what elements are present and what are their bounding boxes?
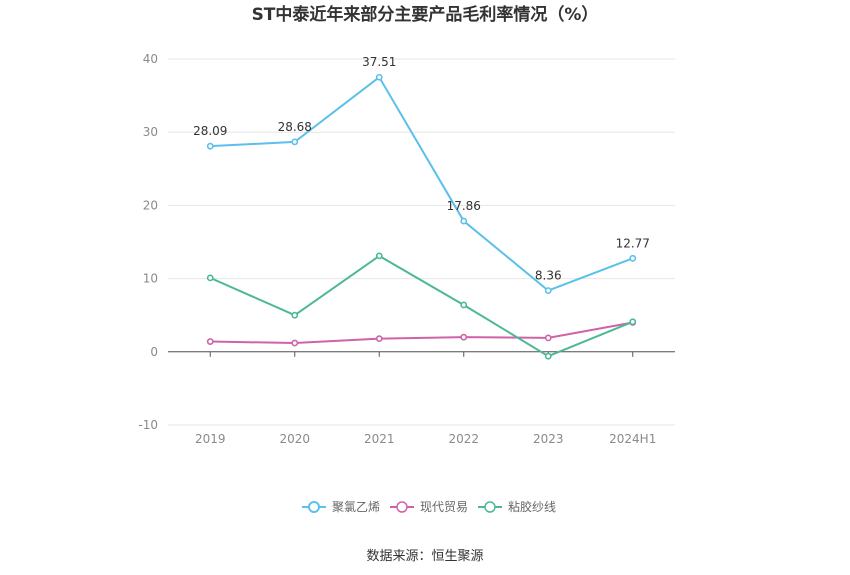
legend-marker-icon: [484, 501, 496, 513]
x-tick-label: 2021: [364, 432, 395, 446]
data-label: 8.36: [535, 269, 562, 283]
data-labels: 28.09 28.68 37.51 17.86 8.36 12.77: [193, 55, 650, 282]
data-point: [544, 334, 552, 342]
data-point: [460, 333, 468, 341]
y-tick-label: -10: [138, 418, 158, 432]
data-label: 28.68: [278, 120, 312, 134]
legend-item[interactable]: 聚氯乙烯: [302, 500, 380, 514]
legend-label: 现代贸易: [420, 500, 468, 514]
legend-item[interactable]: 粘胶纱线: [478, 499, 556, 514]
legend-marker-icon: [396, 501, 408, 513]
data-point: [544, 352, 552, 360]
legend-item[interactable]: 现代贸易: [390, 500, 468, 514]
y-tick-label: 40: [143, 52, 158, 66]
axes: -10 0 10 20 30 40 2019 2020 2021 2022 2023 2024H1: [138, 52, 675, 446]
data-label: 17.86: [447, 199, 481, 213]
data-point: [291, 138, 299, 146]
data-label: 12.77: [616, 236, 650, 250]
series-line: [209, 254, 634, 358]
source-note: 数据来源：恒生聚源: [366, 549, 483, 564]
data-point: [629, 254, 637, 262]
y-tick-label: 0: [150, 345, 158, 359]
y-tick-label: 10: [143, 272, 158, 286]
x-tick-label: 2019: [195, 432, 226, 446]
data-point: [544, 287, 552, 295]
data-point: [206, 338, 214, 345]
data-point: [291, 311, 299, 319]
x-tick-label: 2023: [533, 432, 564, 446]
grid-lines: [168, 58, 675, 426]
data-point: [291, 339, 299, 347]
x-tick-label: 2020: [279, 432, 310, 446]
series-lines: [206, 73, 637, 360]
y-tick-label: 30: [143, 125, 158, 139]
data-label: 28.09: [193, 124, 227, 138]
data-point: [629, 318, 637, 326]
legend-label: 粘胶纱线: [508, 499, 556, 514]
data-point: [375, 73, 383, 81]
data-label: 37.51: [362, 55, 396, 69]
x-tick-label: 2024H1: [609, 432, 656, 446]
data-point: [460, 217, 468, 225]
y-tick-label: 20: [143, 198, 158, 212]
data-point: [460, 301, 468, 309]
series-line: [210, 76, 634, 292]
data-point: [375, 335, 383, 343]
legend-label: 聚氯乙烯: [332, 500, 380, 514]
chart-title: ST中泰近年来部分主要产品毛利率情况（%）: [252, 4, 599, 25]
data-point: [206, 274, 214, 282]
series-line: [210, 321, 633, 345]
legend[interactable]: 聚氯乙烯 现代贸易 粘胶纱线: [302, 499, 556, 514]
data-point: [375, 252, 383, 260]
data-point: [206, 142, 214, 150]
x-tick-label: 2022: [448, 432, 479, 446]
legend-marker-icon: [308, 501, 320, 513]
